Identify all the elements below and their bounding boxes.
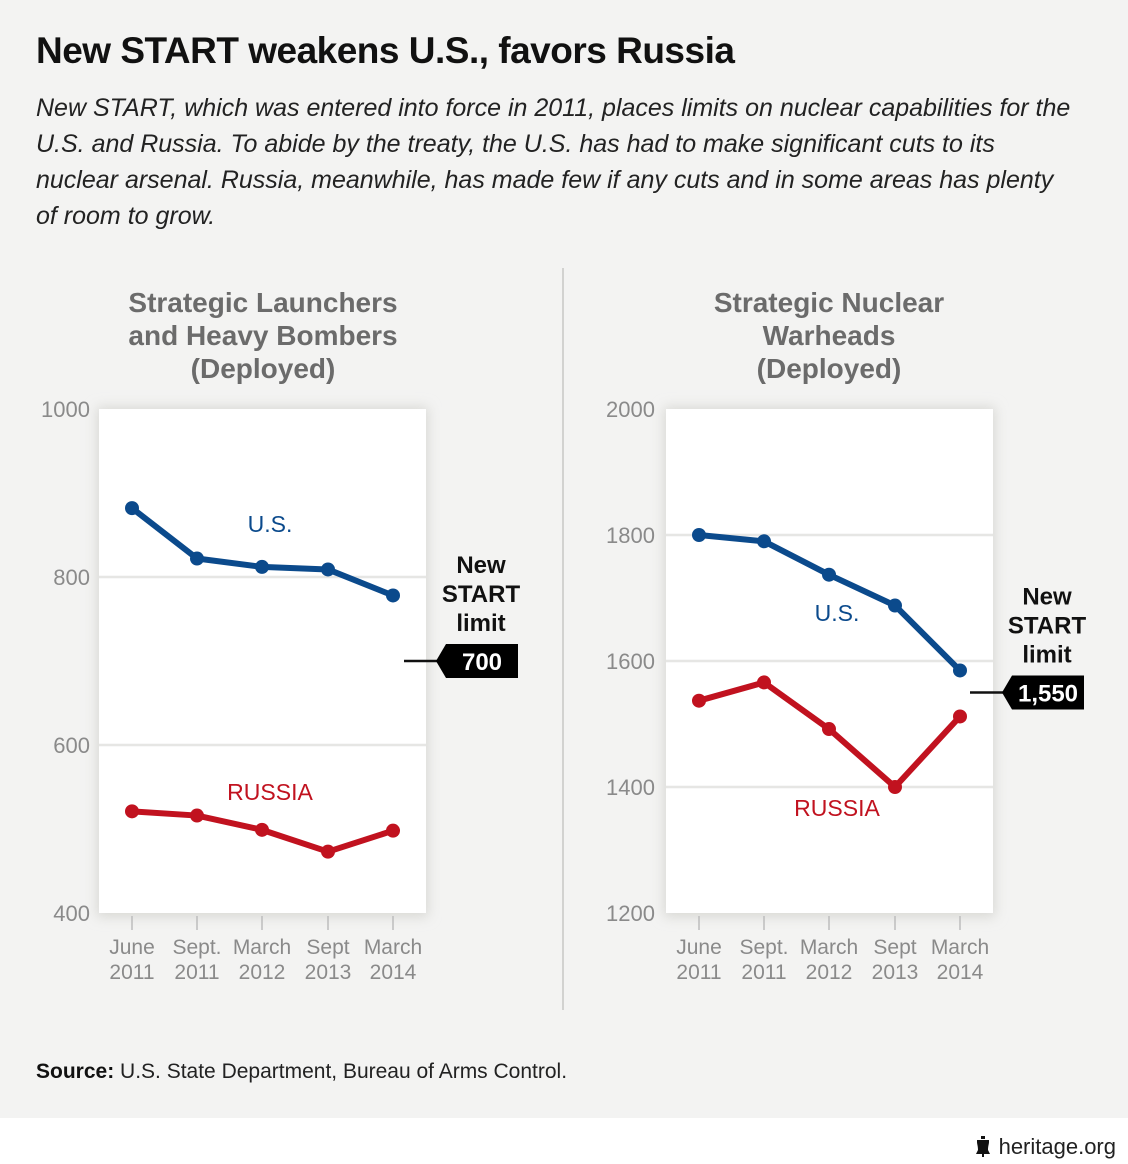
ru-data-point	[692, 693, 706, 708]
ru-series-label: RUSSIA	[227, 779, 313, 805]
limit-value: 700	[462, 649, 502, 676]
chart-title-line: (Deployed)	[190, 353, 336, 384]
x-tick-label: March	[364, 936, 422, 959]
x-tick-label: 2012	[239, 961, 286, 984]
x-tick-label: March	[233, 936, 291, 959]
chart-title-line: Strategic Nuclear	[713, 287, 945, 318]
chart-title-line: Strategic Launchers	[128, 287, 398, 318]
limit-label: limit	[1022, 642, 1071, 669]
x-tick-label: Sept.	[739, 936, 788, 959]
us-series-label: U.S.	[248, 511, 293, 537]
ru-data-point	[888, 780, 902, 794]
us-data-point	[888, 598, 902, 613]
x-tick-label: 2011	[741, 961, 786, 984]
x-tick-label: 2012	[806, 961, 853, 984]
us-data-point	[255, 559, 269, 574]
ru-data-point	[386, 823, 400, 838]
x-tick-label: 2013	[305, 961, 352, 984]
chart-divider	[562, 268, 564, 1010]
x-tick-label: 2011	[676, 961, 721, 984]
us-data-point	[953, 663, 967, 678]
limit-label: New	[456, 552, 506, 579]
page-subtitle: New START, which was entered into force …	[36, 94, 1071, 230]
us-series-label: U.S.	[815, 600, 860, 626]
limit-tag	[1002, 675, 1084, 710]
x-tick-label: 2011	[174, 961, 219, 984]
y-tick-label: 600	[53, 733, 90, 758]
brand-text: heritage.org	[998, 1134, 1116, 1159]
source-text: U.S. State Department, Bureau of Arms Co…	[114, 1060, 568, 1083]
ru-data-point	[190, 808, 204, 823]
y-tick-label: 800	[53, 565, 90, 590]
source-note: Source: U.S. State Department, Bureau of…	[36, 1060, 567, 1084]
liberty-bell-icon	[975, 1136, 990, 1157]
chart-title-launchers: Strategic Launchers and Heavy Bombers (D…	[93, 286, 433, 385]
us-data-point	[125, 501, 139, 516]
source-label: Source:	[36, 1060, 115, 1083]
chart-title-warheads: Strategic Nuclear Warheads (Deployed)	[659, 286, 999, 385]
limit-label: limit	[456, 610, 505, 637]
y-tick-label: 1600	[606, 649, 655, 674]
x-tick-label: June	[109, 936, 155, 959]
ru-data-point	[822, 722, 836, 737]
brand[interactable]: heritage.org	[975, 1134, 1116, 1160]
x-tick-label: 2011	[109, 961, 154, 984]
limit-value: 1,550	[1018, 681, 1078, 708]
us-data-point	[321, 562, 335, 577]
y-tick-label: 400	[53, 901, 90, 926]
us-data-point	[386, 588, 400, 603]
x-tick-label: June	[676, 936, 722, 959]
ru-data-point	[255, 822, 269, 837]
limit-label: START	[442, 581, 521, 608]
us-data-point	[757, 534, 771, 549]
y-tick-label: 1800	[606, 523, 655, 548]
y-tick-label: 1400	[606, 775, 655, 800]
ru-data-point	[953, 709, 967, 724]
limit-tag	[436, 644, 518, 678]
y-tick-label: 1200	[606, 901, 655, 926]
x-tick-label: Sept	[873, 936, 916, 959]
footer-bar	[0, 1118, 1128, 1164]
y-tick-label: 2000	[606, 397, 655, 422]
limit-label: START	[1008, 613, 1087, 640]
x-tick-label: Sept.	[172, 936, 221, 959]
ru-series-label: RUSSIA	[794, 795, 880, 821]
x-tick-label: 2014	[370, 961, 417, 984]
x-tick-label: 2014	[937, 961, 984, 984]
page-title: New START weakens U.S., favors Russia	[36, 30, 735, 71]
x-tick-label: March	[800, 936, 858, 959]
us-data-point	[692, 528, 706, 542]
x-tick-label: March	[931, 936, 989, 959]
x-tick-label: Sept	[306, 936, 349, 959]
y-tick-label: 1000	[41, 397, 90, 422]
x-tick-label: 2013	[872, 961, 919, 984]
us-data-point	[190, 551, 204, 566]
chart-title-line: (Deployed)	[756, 353, 902, 384]
ru-data-point	[757, 675, 771, 690]
us-data-point	[822, 567, 836, 582]
ru-data-point	[125, 804, 139, 819]
chart-title-line: and Heavy Bombers	[128, 320, 398, 351]
chart-title-line: Warheads	[762, 320, 896, 351]
ru-data-point	[321, 844, 335, 859]
limit-label: New	[1022, 584, 1072, 611]
